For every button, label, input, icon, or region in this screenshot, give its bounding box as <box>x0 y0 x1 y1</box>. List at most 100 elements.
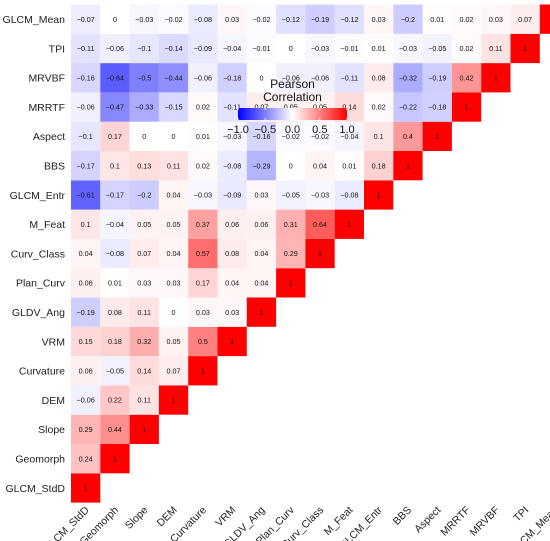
heatmap-cell <box>158 63 189 93</box>
heatmap-cell <box>100 4 130 34</box>
y-axis-label: BBS <box>44 160 65 172</box>
y-axis-label: GLCM_Entr <box>10 190 66 202</box>
heatmap-cell <box>393 63 423 93</box>
heatmap-cell <box>451 4 482 34</box>
cell-value-label: 0.32 <box>137 337 151 346</box>
cell-value-label: 0.01 <box>342 161 356 170</box>
legend-tick-label: −1.0 <box>227 124 249 136</box>
heatmap-cell <box>100 268 130 298</box>
heatmap-cell <box>71 297 101 327</box>
cell-value-label: 0.13 <box>137 161 151 170</box>
cell-value-label: 0.07 <box>167 366 181 375</box>
cell-value-label: −0.2 <box>401 15 415 24</box>
y-axis-label: Curv_Class <box>11 248 65 260</box>
cell-value-label: −0.04 <box>106 220 124 229</box>
cell-value-label: −0.14 <box>164 44 182 53</box>
cell-value-label: −0.08 <box>340 191 358 200</box>
cell-value-label: −0.05 <box>282 191 300 200</box>
cell-value-label: 0.22 <box>108 396 122 405</box>
heatmap-cell <box>188 180 218 210</box>
cell-value-label: 0 <box>172 308 176 317</box>
cell-value-label: 1 <box>142 425 146 434</box>
cell-value-label: −0.01 <box>340 44 358 53</box>
heatmap-cell <box>188 268 218 298</box>
heatmap-cell <box>188 33 218 64</box>
legend-tick-label: 0.5 <box>312 124 327 136</box>
cell-value-label: 1 <box>523 44 527 53</box>
cell-value-label: 0.01 <box>108 278 122 287</box>
heatmap-cell <box>100 444 130 474</box>
cell-value-label: 0.03 <box>196 308 210 317</box>
cell-value-label: −0.1 <box>79 132 93 141</box>
cell-value-label: −0.06 <box>194 73 212 82</box>
y-axis-label: Slope <box>38 424 65 436</box>
heatmap-cell <box>422 121 452 151</box>
heatmap-cell <box>334 4 364 34</box>
heatmap-cell <box>158 385 189 415</box>
heatmap-cell <box>276 63 306 93</box>
cell-value-label: −0.17 <box>106 191 124 200</box>
heatmap-cell <box>217 238 247 269</box>
heatmap-cell <box>217 268 247 298</box>
cell-value-label: 0.04 <box>254 249 268 258</box>
y-axis-labels: GLCM_StdD Geomorph Slope DEM Curvature VRM GLD… <box>3 14 66 495</box>
cell-value-label: 0.03 <box>137 278 151 287</box>
cell-value-label: 1 <box>494 73 498 82</box>
heatmap-cell <box>71 444 101 474</box>
cell-value-label: 0.18 <box>108 337 122 346</box>
heatmap-cell <box>481 63 511 93</box>
heatmap-cell <box>364 33 394 64</box>
cell-value-label: 0.03 <box>225 15 239 24</box>
cell-value-label: 0.08 <box>108 308 122 317</box>
cell-value-label: 1 <box>172 396 176 405</box>
heatmap-cell <box>364 180 394 210</box>
cell-value-label: −0.02 <box>164 15 182 24</box>
cell-value-label: 1 <box>435 132 439 141</box>
cell-value-label: 0.14 <box>342 103 356 112</box>
heatmap-cell <box>422 63 452 93</box>
y-axis-label: M_Feat <box>29 219 65 231</box>
heatmap-cell <box>129 268 159 298</box>
cell-value-label: 1 <box>347 220 351 229</box>
cell-value-label: 0.1 <box>110 161 120 170</box>
heatmap-cell <box>129 151 159 181</box>
cell-value-label: 0.29 <box>284 249 298 258</box>
heatmap-cell <box>451 92 482 122</box>
heatmap-cell <box>158 326 189 357</box>
heatmap-cell <box>100 385 130 415</box>
heatmap-cell <box>451 33 482 64</box>
heatmap-cell <box>188 238 218 269</box>
heatmap-cell <box>246 63 277 93</box>
heatmap-cell <box>217 180 247 210</box>
heatmap-cell <box>129 33 159 64</box>
heatmap-cell <box>71 121 101 151</box>
cell-value-label: 0.05 <box>313 103 327 112</box>
heatmap-cell <box>276 268 306 298</box>
cell-value-label: 0.05 <box>137 220 151 229</box>
y-axis-label: GLCM_StdD <box>5 483 65 495</box>
cell-value-label: 0.05 <box>284 103 298 112</box>
cell-value-label: 0 <box>289 161 293 170</box>
cell-value-label: 0.03 <box>372 15 386 24</box>
heatmap-cell <box>422 4 452 34</box>
heatmap-cell <box>100 209 130 239</box>
cell-value-label: −0.03 <box>311 191 329 200</box>
heatmap-cell <box>334 63 364 93</box>
x-axis-label: BBS <box>391 504 414 527</box>
heatmap-cell <box>334 180 364 210</box>
cell-value-label: −0.09 <box>223 191 241 200</box>
y-axis-label: VRM <box>42 336 65 348</box>
heatmap-cell <box>188 297 218 327</box>
x-axis-label: MRVBF <box>468 504 502 538</box>
heatmap-cell <box>158 238 189 269</box>
heatmap-cell <box>158 180 189 210</box>
cell-value-label: −0.07 <box>77 15 95 24</box>
cell-value-label: −0.03 <box>399 44 417 53</box>
heatmap-cell <box>71 238 101 269</box>
heatmap-cell <box>100 326 130 357</box>
cell-value-label: 0.37 <box>196 220 210 229</box>
heatmap-cell <box>100 92 130 122</box>
heatmap-cell <box>217 209 247 239</box>
cell-value-label: 0.01 <box>372 44 386 53</box>
